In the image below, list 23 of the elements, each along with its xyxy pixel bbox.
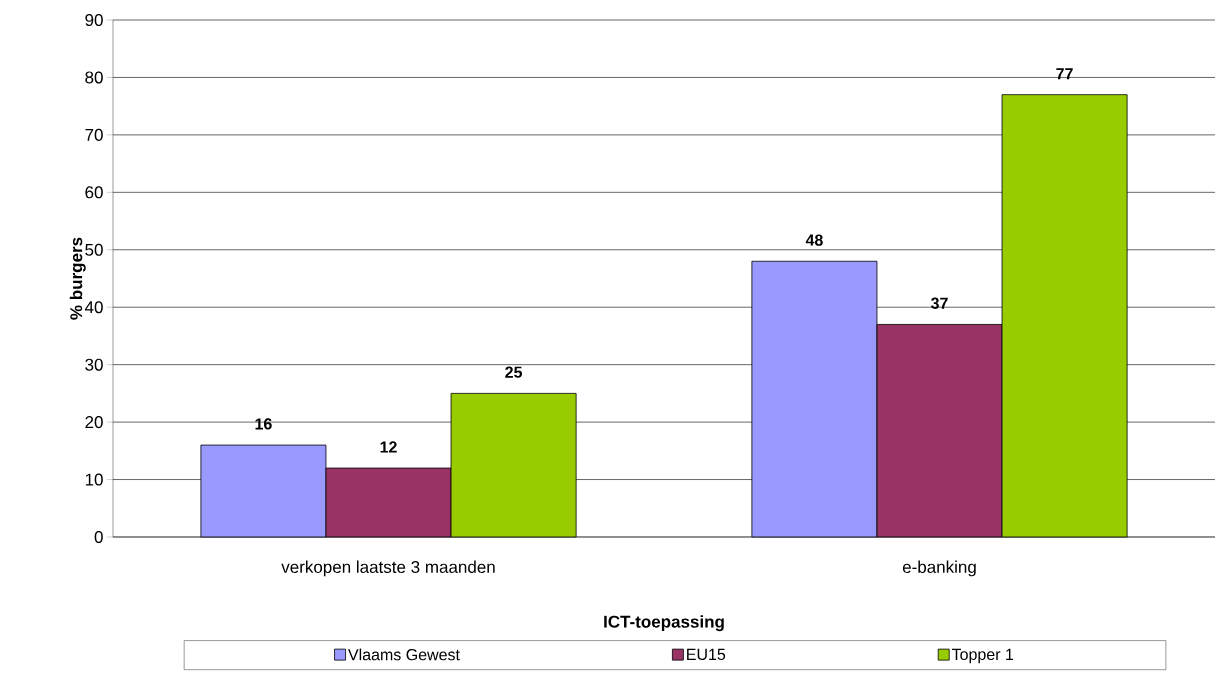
legend-label: Topper 1 <box>951 648 1014 664</box>
y-tick-label: 40 <box>84 301 103 314</box>
data-label: 77 <box>1056 68 1073 80</box>
y-tick-label: 70 <box>85 128 103 141</box>
x-tick-label: verkopen laatste 3 maanden <box>281 560 495 577</box>
y-tick-label: 90 <box>85 13 103 27</box>
data-label: 37 <box>930 297 948 309</box>
y-axis-title: % burgers <box>69 237 86 320</box>
y-tick-label: 10 <box>85 473 103 486</box>
y-tick-label: 0 <box>94 530 103 544</box>
x-axis-title: ICT-toepassing <box>604 615 724 632</box>
legend-label: Vlaams Gewest <box>348 648 460 661</box>
legend-label: EU15 <box>687 648 726 661</box>
y-tick-label: 20 <box>85 416 103 429</box>
y-tick-label: 50 <box>85 243 103 256</box>
data-label: 12 <box>380 441 397 453</box>
data-label: 25 <box>505 366 523 378</box>
y-tick-label: 80 <box>85 71 103 84</box>
y-tick-label: 30 <box>85 358 103 371</box>
data-label: 16 <box>255 418 272 430</box>
x-tick-label: e-banking <box>902 560 976 577</box>
data-label: 48 <box>805 234 823 246</box>
y-tick-label: 60 <box>85 186 103 199</box>
